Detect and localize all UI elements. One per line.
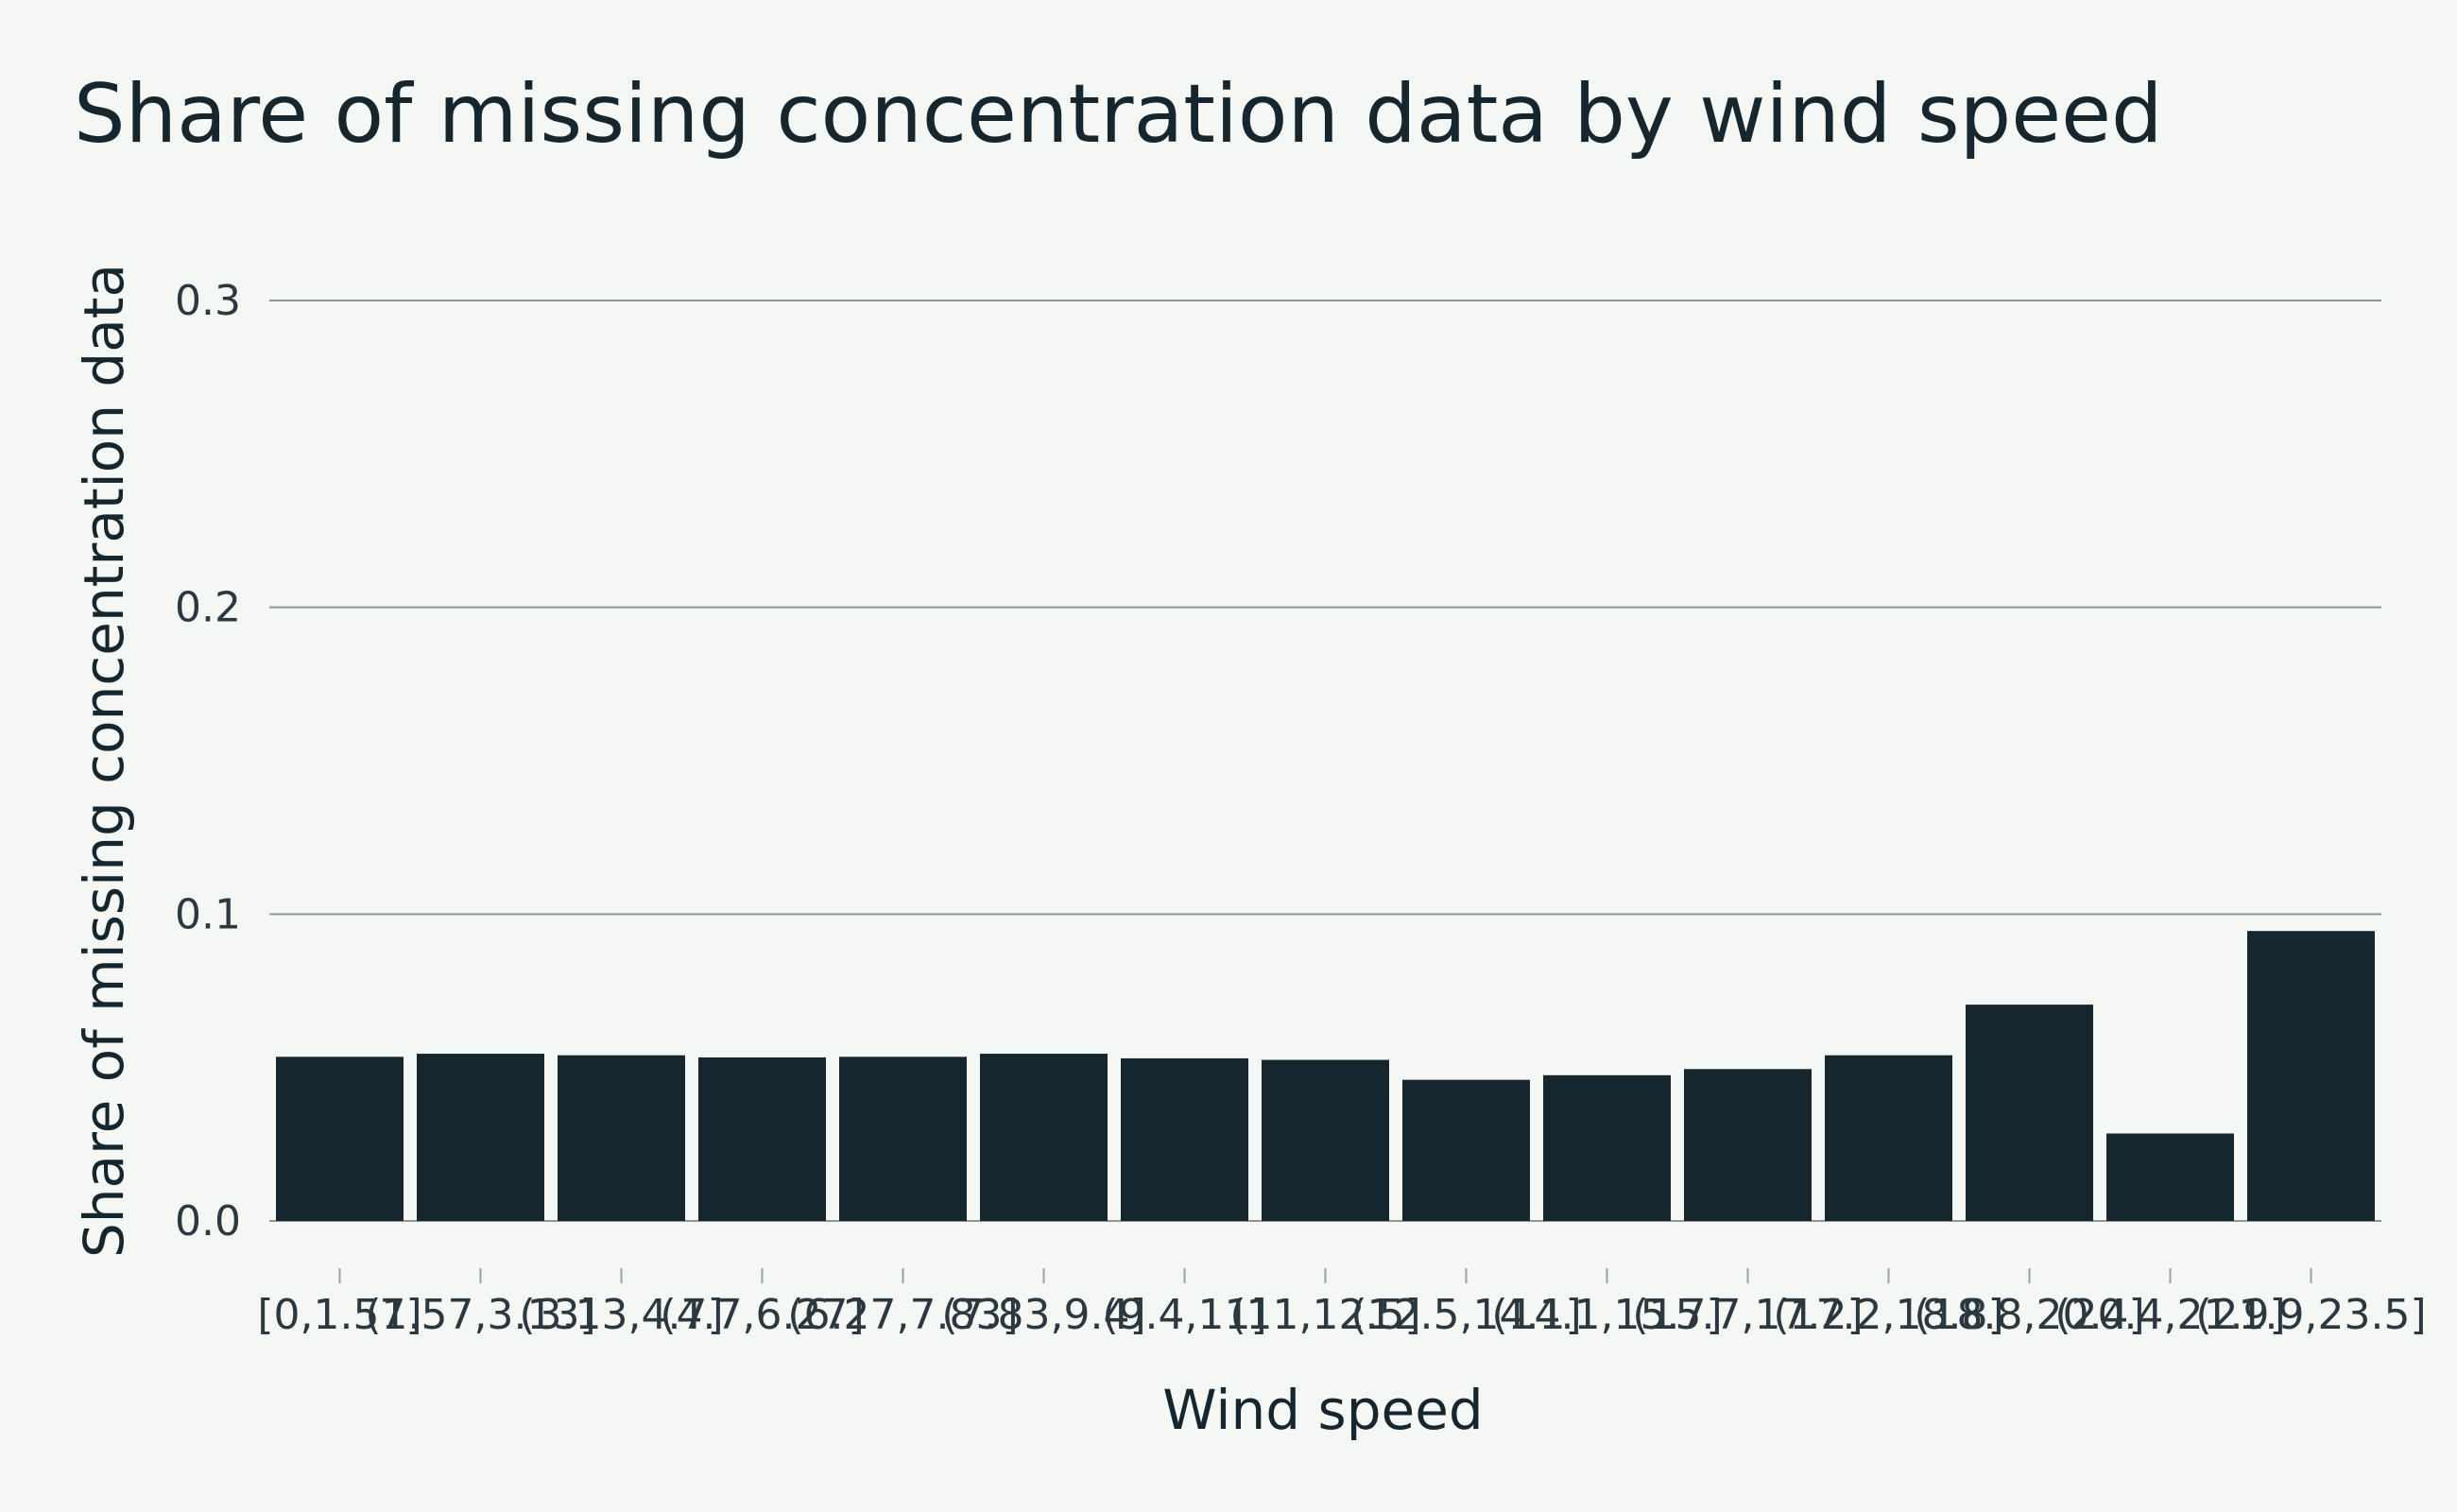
x-tick-label: (11,12.5] xyxy=(1229,1291,1420,1339)
x-tick-label: (21.9,23.5] xyxy=(2195,1291,2426,1339)
bar xyxy=(1262,1059,1389,1221)
bar xyxy=(417,1054,544,1221)
bar xyxy=(1543,1074,1671,1221)
y-tick-label: 0.1 xyxy=(175,890,241,938)
bar xyxy=(2106,1133,2234,1221)
bar xyxy=(1402,1079,1530,1221)
x-tick-label: (3.13,4.7] xyxy=(519,1291,723,1339)
bars xyxy=(276,931,2375,1221)
x-tick-label: (7.83,9.4] xyxy=(941,1291,1145,1339)
y-axis-title: Share of missing concentration data xyxy=(72,264,136,1258)
bar xyxy=(276,1057,404,1221)
bar xyxy=(698,1057,826,1221)
x-tick-label: (6.27,7.83] xyxy=(787,1291,1018,1339)
x-tick-label: (14.1,15.7] xyxy=(1491,1291,1722,1339)
bar xyxy=(558,1055,685,1221)
bar xyxy=(1825,1055,1952,1221)
axes: 0.0 0.1 0.2 0.3 [0,1.57](1.57,3.13](3.13,4.7… xyxy=(175,277,2427,1339)
x-tick-label: (4.7,6.27] xyxy=(660,1291,864,1339)
x-tick-label: (12.5,14.1] xyxy=(1350,1291,1581,1339)
x-tick-label: (17.2,18.8] xyxy=(1773,1291,2003,1339)
bar xyxy=(1966,1005,2093,1221)
bar xyxy=(839,1057,967,1221)
y-tick-label: 0.3 xyxy=(175,277,241,325)
y-tick-label: 0.2 xyxy=(175,584,241,632)
y-tick-label: 0.0 xyxy=(175,1197,241,1246)
bar xyxy=(980,1054,1108,1221)
x-tick-label: [0,1.57] xyxy=(257,1291,421,1339)
bar xyxy=(2247,931,2375,1221)
bar xyxy=(1121,1057,1248,1221)
chart-title: Share of missing concentration data by w… xyxy=(74,67,2163,162)
x-tick-label: (18.8,20.4] xyxy=(1914,1291,2144,1339)
x-tick-label: (9.4,11] xyxy=(1102,1291,1266,1339)
bar xyxy=(1684,1069,1812,1221)
x-tick-label: (1.57,3.13] xyxy=(365,1291,595,1339)
x-axis-title: Wind speed xyxy=(1162,1378,1483,1442)
x-tick-label: (15.7,17.2] xyxy=(1632,1291,1863,1339)
x-tick-label: (20.4,21.9] xyxy=(2054,1291,2285,1339)
